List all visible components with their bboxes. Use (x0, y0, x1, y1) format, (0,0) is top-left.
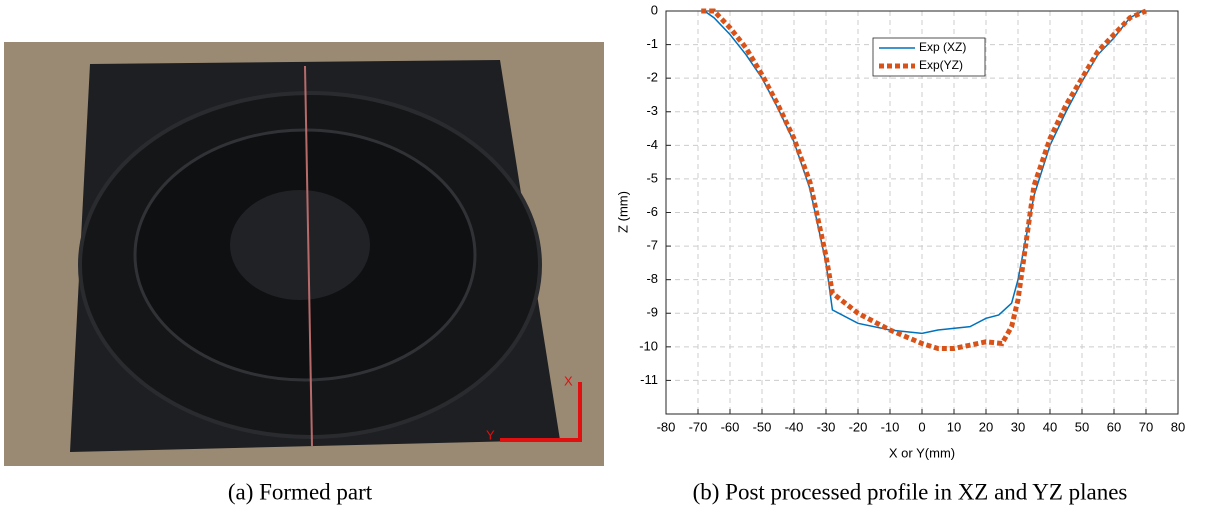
y-tick-label: -4 (646, 137, 658, 152)
y-tick-label: 0 (651, 2, 658, 17)
y-tick-label: -2 (646, 70, 658, 85)
x-tick-label: 80 (1171, 419, 1185, 434)
x-tick-label: -70 (689, 419, 708, 434)
photo-label: X (564, 373, 573, 388)
x-axis-label: X or Y(mm) (889, 445, 955, 460)
x-tick-label: -10 (881, 419, 900, 434)
caption: (b) Post processed profile in XZ and YZ … (693, 479, 1128, 504)
data-line (701, 8, 1147, 352)
y-tick-label: -1 (646, 36, 658, 51)
x-tick-label: 10 (947, 419, 961, 434)
y-tick-label: -9 (646, 305, 658, 320)
legend-box (872, 37, 986, 77)
photo: X Y (4, 42, 604, 466)
y-tick-label: -8 (646, 271, 658, 286)
y-tick-label: -7 (646, 238, 658, 253)
x-tick-label: -20 (849, 419, 868, 434)
legend-label: Exp(YZ) (919, 58, 963, 72)
x-tick-label: -50 (753, 419, 772, 434)
y-tick-label: -11 (640, 372, 658, 387)
x-tick-label: 70 (1139, 419, 1153, 434)
plot-frame (665, 10, 1179, 415)
legend-label: Exp (XZ) (919, 40, 966, 54)
y-tick-label: -6 (646, 204, 658, 219)
marker-line (304, 65, 313, 447)
x-tick-label: -80 (657, 419, 676, 434)
y-axis-label: Z (mm) (615, 191, 630, 233)
y-tick-label: -5 (646, 170, 658, 185)
x-tick-label: 50 (1075, 419, 1089, 434)
y-tick-label: -3 (646, 103, 658, 118)
x-tick-label: 20 (979, 419, 993, 434)
x-tick-label: -60 (721, 419, 740, 434)
x-tick-label: -30 (817, 419, 836, 434)
x-tick-label: 0 (918, 419, 925, 434)
x-tick-label: 40 (1043, 419, 1057, 434)
y-tick-label: -10 (639, 338, 658, 353)
photo-label: Y (486, 427, 495, 442)
x-tick-label: 30 (1011, 419, 1025, 434)
center (230, 190, 370, 300)
caption: (a) Formed part (228, 479, 373, 504)
x-tick-label: -40 (785, 419, 804, 434)
x-tick-label: 60 (1107, 419, 1121, 434)
